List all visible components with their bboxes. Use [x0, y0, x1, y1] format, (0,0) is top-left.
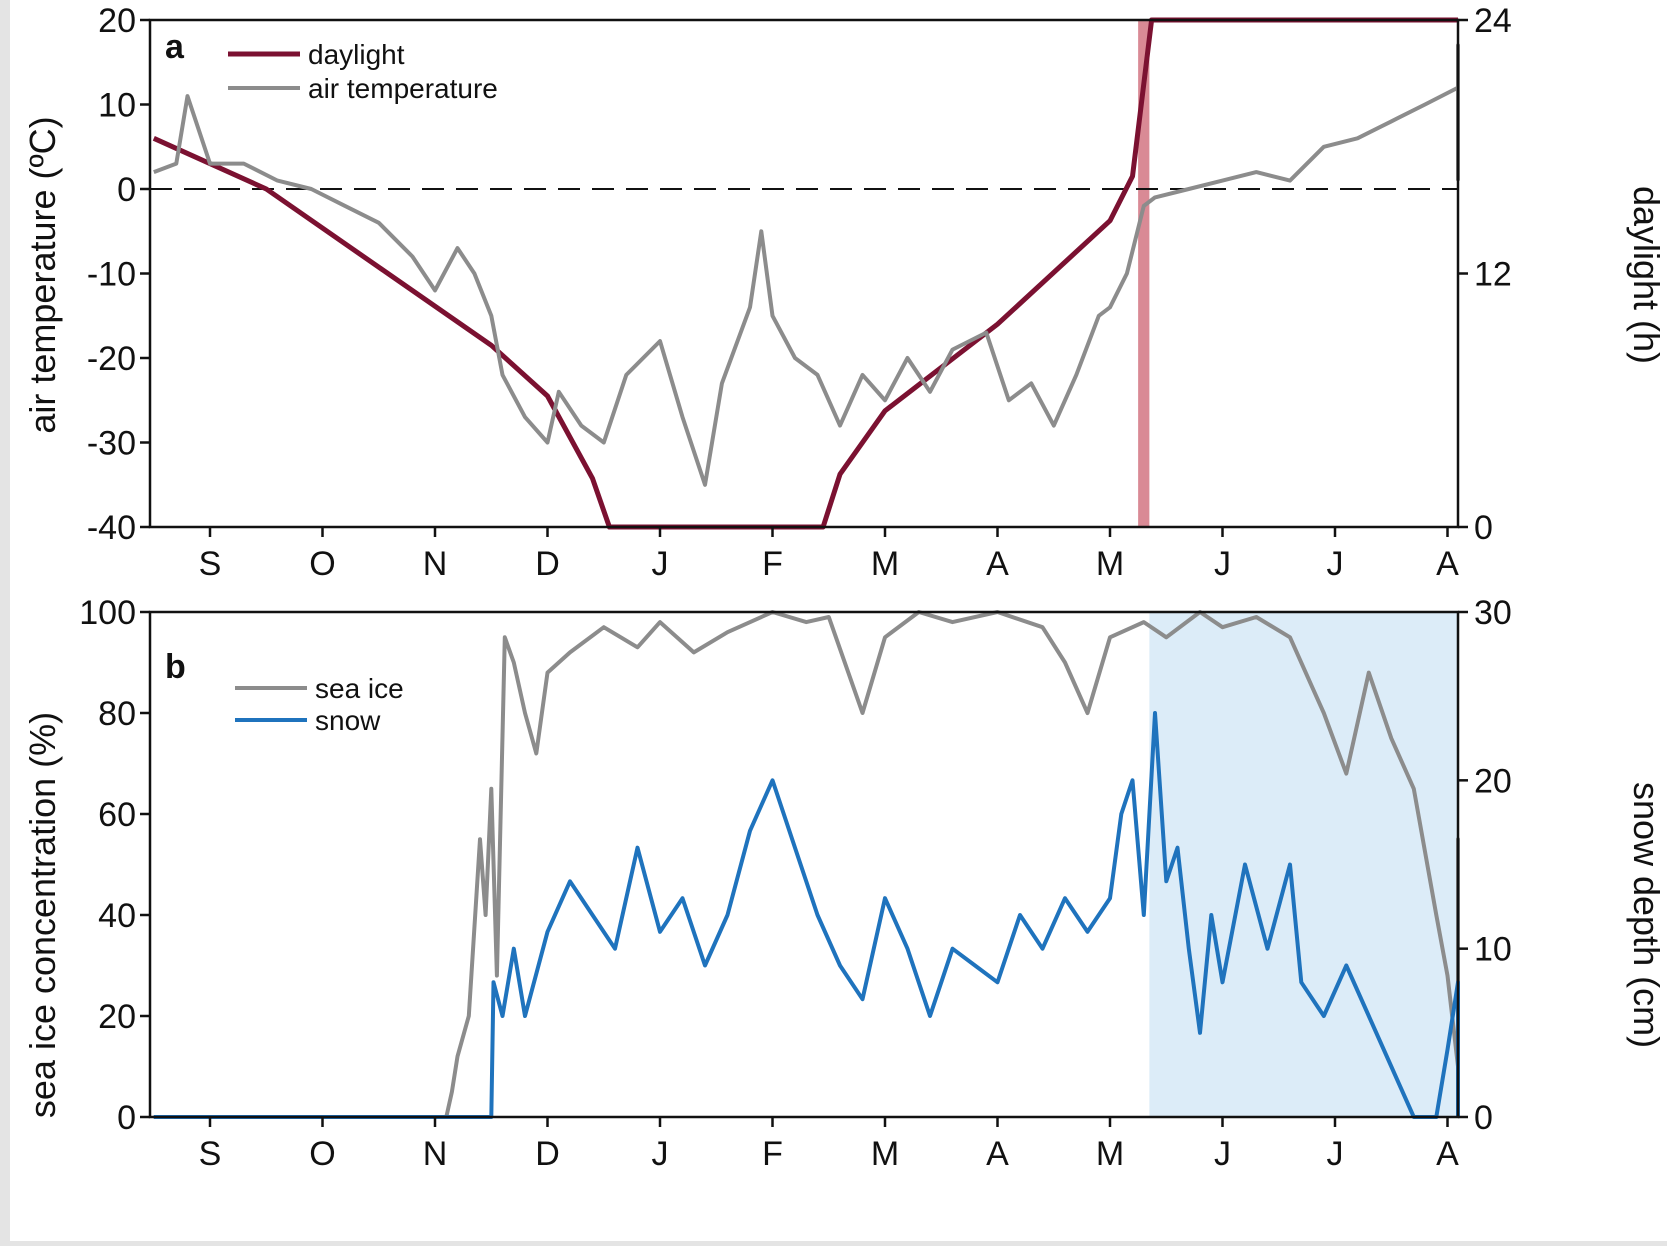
x-tick-label: D [535, 545, 560, 583]
x-tick-label: M [1096, 545, 1124, 583]
panel-a-letter: a [165, 28, 185, 66]
x-tick-label: A [1436, 1135, 1459, 1173]
y-tick-label: 20 [98, 2, 136, 40]
panel-b-highlight-band [1149, 612, 1458, 1117]
panel-b-y-axis-label: sea ice concentration (%) [22, 712, 63, 1118]
y2-tick-label: 24 [1474, 2, 1512, 40]
x-tick-label: S [199, 1135, 222, 1173]
panel-a-air-temperature-daylight: 20 10 0 -10 -20 -30 -40 24 12 0 S O N D J F M A M J J A a d… [22, 2, 1667, 583]
y-tick-label: 40 [98, 897, 136, 935]
y-tick-label: 80 [98, 695, 136, 733]
legend-label-daylight: daylight [308, 39, 405, 70]
y-tick-label: 0 [117, 1099, 136, 1137]
y2-tick-label: 30 [1474, 594, 1512, 632]
y2-tick-label: 0 [1474, 509, 1493, 547]
panel-a-legend: daylight air temperature [228, 39, 498, 104]
legend-label-snow: snow [315, 705, 381, 736]
panel-b-legend: sea ice snow [235, 673, 404, 736]
x-tick-label: D [535, 1135, 560, 1173]
legend-label-sea-ice: sea ice [315, 673, 404, 704]
x-tick-label: A [1436, 545, 1459, 583]
y2-tick-label: 12 [1474, 256, 1512, 294]
x-tick-label: N [423, 545, 448, 583]
x-tick-label: S [199, 545, 222, 583]
y-tick-label: -20 [87, 340, 136, 378]
y2-tick-label: 0 [1474, 1099, 1493, 1137]
y-tick-label: -10 [87, 256, 136, 294]
x-tick-label: F [762, 1135, 783, 1173]
y-tick-label: -40 [87, 509, 136, 547]
y-tick-label: 10 [98, 87, 136, 125]
y-tick-label: 0 [117, 171, 136, 209]
x-tick-label: A [986, 1135, 1009, 1173]
x-tick-label: J [1214, 545, 1231, 583]
y2-tick-label: 10 [1474, 931, 1512, 969]
x-tick-label: J [1327, 545, 1344, 583]
x-tick-label: M [871, 1135, 899, 1173]
y-tick-label: 100 [79, 594, 136, 632]
x-tick-label: J [1214, 1135, 1231, 1173]
x-tick-label: N [423, 1135, 448, 1173]
panel-a-y-axis-label: air temperature (ºC) [22, 116, 63, 433]
x-tick-label: A [986, 545, 1009, 583]
y-tick-label: -30 [87, 425, 136, 463]
y-tick-label: 60 [98, 796, 136, 834]
x-tick-label: O [309, 545, 335, 583]
x-tick-label: O [309, 1135, 335, 1173]
y-tick-label: 20 [98, 998, 136, 1036]
x-tick-label: J [1327, 1135, 1344, 1173]
legend-label-air-temperature: air temperature [308, 73, 498, 104]
x-tick-label: J [652, 545, 669, 583]
series-air-temperature [154, 45, 1458, 484]
y2-tick-label: 20 [1474, 762, 1512, 800]
x-tick-label: M [871, 545, 899, 583]
x-tick-label: J [652, 1135, 669, 1173]
panel-b-letter: b [165, 648, 186, 686]
x-tick-label: M [1096, 1135, 1124, 1173]
x-tick-label: F [762, 545, 783, 583]
panel-b-y2-axis-label: snow depth (cm) [1626, 782, 1667, 1048]
panel-a-y2-axis-label: daylight (h) [1626, 186, 1667, 364]
